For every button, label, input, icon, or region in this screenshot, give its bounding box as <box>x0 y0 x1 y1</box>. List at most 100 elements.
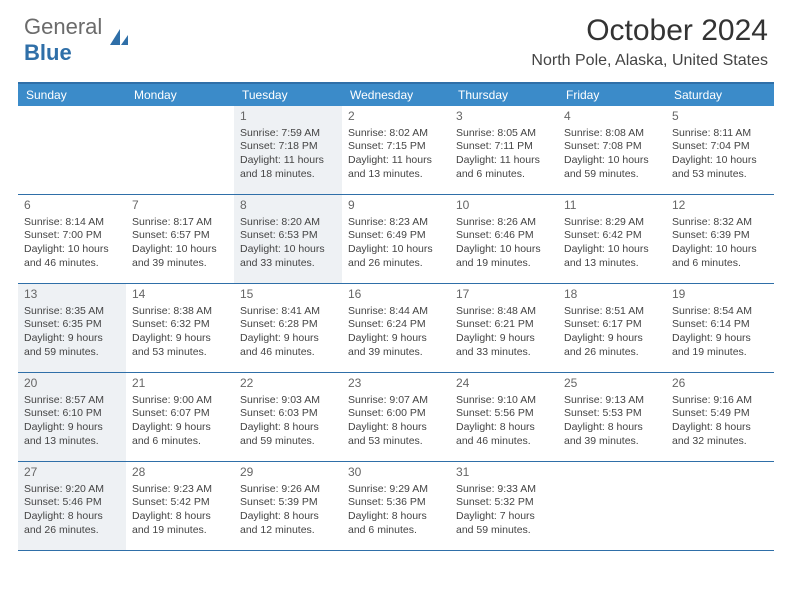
day-cell: 10Sunrise: 8:26 AMSunset: 6:46 PMDayligh… <box>450 195 558 283</box>
daylight-line2: and 46 minutes. <box>240 346 336 360</box>
day-cell: 20Sunrise: 8:57 AMSunset: 6:10 PMDayligh… <box>18 373 126 461</box>
sunset-text: Sunset: 5:56 PM <box>456 407 552 421</box>
daylight-line1: Daylight: 8 hours <box>240 421 336 435</box>
day-cell: 2Sunrise: 8:02 AMSunset: 7:15 PMDaylight… <box>342 106 450 194</box>
day-number: 18 <box>564 287 660 303</box>
day-cell: 9Sunrise: 8:23 AMSunset: 6:49 PMDaylight… <box>342 195 450 283</box>
calendar: Sunday Monday Tuesday Wednesday Thursday… <box>18 82 774 551</box>
daylight-line2: and 19 minutes. <box>132 524 228 538</box>
sunrise-text: Sunrise: 8:32 AM <box>672 216 768 230</box>
daylight-line1: Daylight: 9 hours <box>132 421 228 435</box>
day-number: 14 <box>132 287 228 303</box>
day-number: 30 <box>348 465 444 481</box>
sunset-text: Sunset: 5:46 PM <box>24 496 120 510</box>
day-number: 8 <box>240 198 336 214</box>
sunrise-text: Sunrise: 9:20 AM <box>24 483 120 497</box>
sunrise-text: Sunrise: 9:07 AM <box>348 394 444 408</box>
daylight-line1: Daylight: 8 hours <box>564 421 660 435</box>
sunrise-text: Sunrise: 8:54 AM <box>672 305 768 319</box>
day-number: 22 <box>240 376 336 392</box>
sunrise-text: Sunrise: 8:57 AM <box>24 394 120 408</box>
week-row: 20Sunrise: 8:57 AMSunset: 6:10 PMDayligh… <box>18 373 774 462</box>
day-header-row: Sunday Monday Tuesday Wednesday Thursday… <box>18 84 774 106</box>
sunset-text: Sunset: 6:53 PM <box>240 229 336 243</box>
day-cell: 21Sunrise: 9:00 AMSunset: 6:07 PMDayligh… <box>126 373 234 461</box>
daylight-line1: Daylight: 10 hours <box>564 154 660 168</box>
daylight-line2: and 13 minutes. <box>564 257 660 271</box>
daylight-line1: Daylight: 10 hours <box>240 243 336 257</box>
daylight-line1: Daylight: 9 hours <box>240 332 336 346</box>
sunset-text: Sunset: 7:08 PM <box>564 140 660 154</box>
day-cell: 6Sunrise: 8:14 AMSunset: 7:00 PMDaylight… <box>18 195 126 283</box>
day-cell: 7Sunrise: 8:17 AMSunset: 6:57 PMDaylight… <box>126 195 234 283</box>
day-number: 6 <box>24 198 120 214</box>
sunset-text: Sunset: 6:46 PM <box>456 229 552 243</box>
day-number: 9 <box>348 198 444 214</box>
daylight-line1: Daylight: 8 hours <box>240 510 336 524</box>
sunset-text: Sunset: 6:42 PM <box>564 229 660 243</box>
daylight-line2: and 46 minutes. <box>456 435 552 449</box>
daylight-line2: and 12 minutes. <box>240 524 336 538</box>
day-header: Friday <box>558 84 666 106</box>
sunset-text: Sunset: 6:39 PM <box>672 229 768 243</box>
day-cell: 13Sunrise: 8:35 AMSunset: 6:35 PMDayligh… <box>18 284 126 372</box>
daylight-line2: and 39 minutes. <box>348 346 444 360</box>
daylight-line2: and 32 minutes. <box>672 435 768 449</box>
daylight-line2: and 53 minutes. <box>672 168 768 182</box>
sunrise-text: Sunrise: 8:51 AM <box>564 305 660 319</box>
sunset-text: Sunset: 5:39 PM <box>240 496 336 510</box>
daylight-line1: Daylight: 11 hours <box>348 154 444 168</box>
daylight-line2: and 6 minutes. <box>132 435 228 449</box>
day-header: Thursday <box>450 84 558 106</box>
day-cell: 3Sunrise: 8:05 AMSunset: 7:11 PMDaylight… <box>450 106 558 194</box>
day-header: Tuesday <box>234 84 342 106</box>
logo: General Blue <box>24 14 132 66</box>
daylight-line1: Daylight: 9 hours <box>24 421 120 435</box>
daylight-line1: Daylight: 10 hours <box>132 243 228 257</box>
day-number: 19 <box>672 287 768 303</box>
daylight-line1: Daylight: 10 hours <box>24 243 120 257</box>
sunrise-text: Sunrise: 9:33 AM <box>456 483 552 497</box>
day-number: 2 <box>348 109 444 125</box>
sunrise-text: Sunrise: 9:29 AM <box>348 483 444 497</box>
daylight-line2: and 33 minutes. <box>240 257 336 271</box>
sunset-text: Sunset: 6:32 PM <box>132 318 228 332</box>
sunset-text: Sunset: 6:28 PM <box>240 318 336 332</box>
day-cell: 16Sunrise: 8:44 AMSunset: 6:24 PMDayligh… <box>342 284 450 372</box>
sunrise-text: Sunrise: 9:23 AM <box>132 483 228 497</box>
daylight-line1: Daylight: 9 hours <box>672 332 768 346</box>
day-cell: 12Sunrise: 8:32 AMSunset: 6:39 PMDayligh… <box>666 195 774 283</box>
daylight-line1: Daylight: 7 hours <box>456 510 552 524</box>
day-header: Saturday <box>666 84 774 106</box>
daylight-line1: Daylight: 10 hours <box>348 243 444 257</box>
day-number: 4 <box>564 109 660 125</box>
day-cell: 25Sunrise: 9:13 AMSunset: 5:53 PMDayligh… <box>558 373 666 461</box>
sunset-text: Sunset: 6:14 PM <box>672 318 768 332</box>
day-cell: 18Sunrise: 8:51 AMSunset: 6:17 PMDayligh… <box>558 284 666 372</box>
sunrise-text: Sunrise: 9:10 AM <box>456 394 552 408</box>
daylight-line2: and 59 minutes. <box>564 168 660 182</box>
daylight-line2: and 59 minutes. <box>240 435 336 449</box>
daylight-line2: and 53 minutes. <box>348 435 444 449</box>
month-title: October 2024 <box>531 14 768 48</box>
daylight-line2: and 13 minutes. <box>348 168 444 182</box>
day-number: 11 <box>564 198 660 214</box>
logo-word1: General <box>24 14 102 39</box>
sunrise-text: Sunrise: 8:08 AM <box>564 127 660 141</box>
sunset-text: Sunset: 6:10 PM <box>24 407 120 421</box>
sunrise-text: Sunrise: 7:59 AM <box>240 127 336 141</box>
day-header: Sunday <box>18 84 126 106</box>
day-cell: 14Sunrise: 8:38 AMSunset: 6:32 PMDayligh… <box>126 284 234 372</box>
sunset-text: Sunset: 7:15 PM <box>348 140 444 154</box>
sunrise-text: Sunrise: 9:26 AM <box>240 483 336 497</box>
day-cell: 24Sunrise: 9:10 AMSunset: 5:56 PMDayligh… <box>450 373 558 461</box>
day-header: Wednesday <box>342 84 450 106</box>
week-row: 6Sunrise: 8:14 AMSunset: 7:00 PMDaylight… <box>18 195 774 284</box>
page-header: General Blue October 2024 North Pole, Al… <box>0 0 792 74</box>
day-cell: 1Sunrise: 7:59 AMSunset: 7:18 PMDaylight… <box>234 106 342 194</box>
location: North Pole, Alaska, United States <box>531 52 768 70</box>
sunset-text: Sunset: 7:18 PM <box>240 140 336 154</box>
day-header: Monday <box>126 84 234 106</box>
daylight-line2: and 53 minutes. <box>132 346 228 360</box>
daylight-line2: and 6 minutes. <box>672 257 768 271</box>
